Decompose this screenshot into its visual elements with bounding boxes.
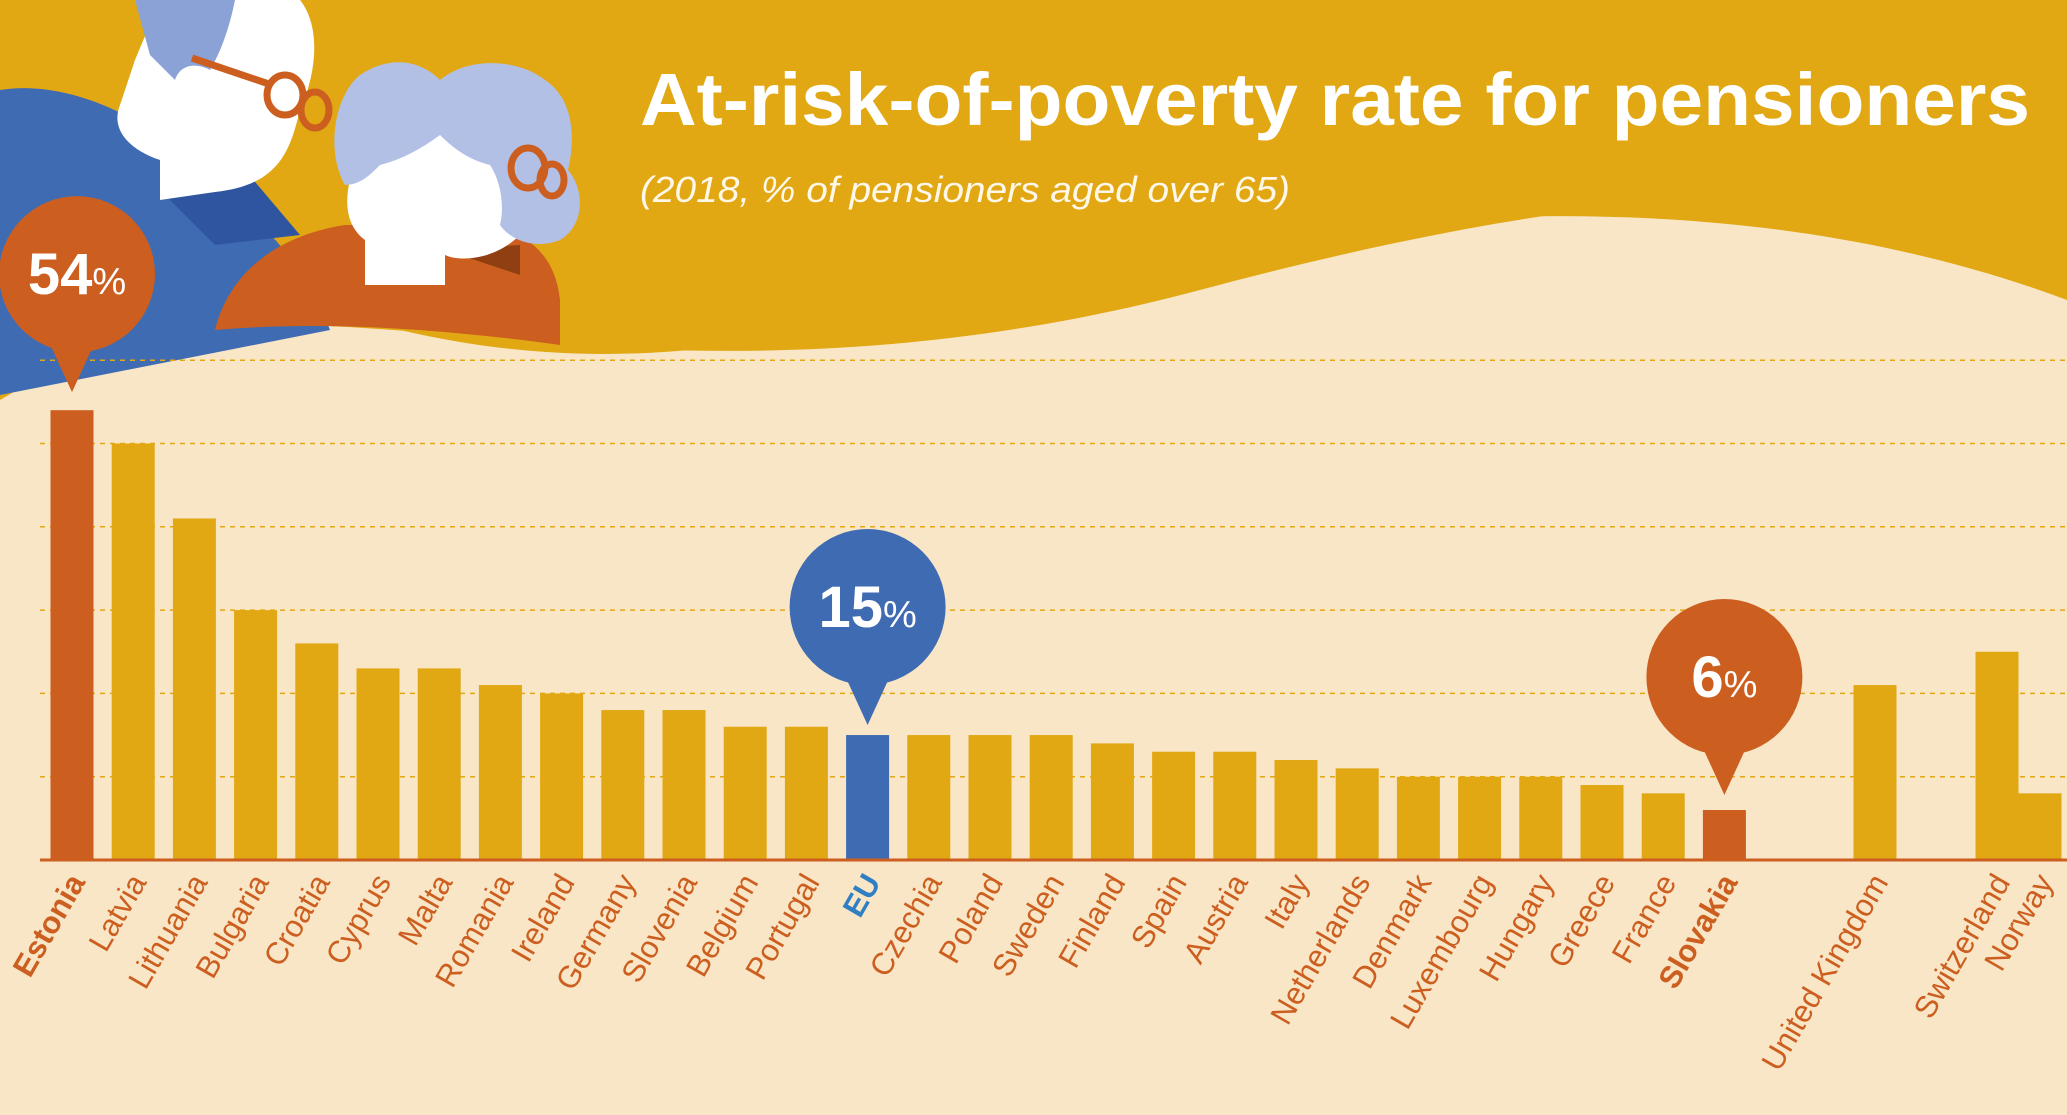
bar-spain <box>1152 751 1196 860</box>
woman-glasses-icon <box>507 144 568 200</box>
bar-estonia <box>50 410 94 860</box>
bar-latvia <box>111 443 155 860</box>
callout-value: 54% <box>28 242 126 307</box>
callout-pointer <box>845 677 890 726</box>
bar-finland <box>1090 743 1134 860</box>
bar-norway <box>2018 793 2062 860</box>
bar-eu <box>846 735 890 860</box>
callout-circle <box>0 196 155 353</box>
callouts: 54% 15% 6% <box>0 196 1803 796</box>
bar-croatia <box>295 643 339 860</box>
bar-romania <box>478 685 522 860</box>
bar-luxembourg <box>1458 776 1502 860</box>
bar-belgium <box>723 726 767 860</box>
callout-eu: 15% <box>789 529 946 726</box>
callout-value: 6% <box>1691 645 1757 710</box>
bar-czechia <box>907 735 951 860</box>
bar-germany <box>601 710 645 860</box>
callout-circle <box>789 529 946 686</box>
bar-hungary <box>1519 776 1563 860</box>
callout-circle <box>1646 599 1803 756</box>
label-estonia: Estonia <box>6 867 93 982</box>
bar-united-kingdom <box>1853 685 1897 860</box>
callout-estonia: 54% <box>0 196 155 393</box>
category-labels: EstoniaLatviaLithuaniaBulgariaCroatiaCyp… <box>6 867 2061 1076</box>
man-glasses-icon <box>190 54 333 132</box>
bar-bulgaria <box>234 610 278 860</box>
bar-greece <box>1580 785 1624 860</box>
bar-slovenia <box>662 710 706 860</box>
bar-cyprus <box>356 668 400 860</box>
bar-italy <box>1274 760 1318 860</box>
callout-pointer <box>50 344 94 393</box>
bars <box>50 410 2062 860</box>
callout-slovakia: 6% <box>1646 599 1803 796</box>
man-hair <box>135 0 235 80</box>
bar-france <box>1641 793 1685 860</box>
bar-denmark <box>1396 776 1440 860</box>
bar-switzerland <box>1975 651 2019 860</box>
label-italy: Italy <box>1257 868 1316 935</box>
two-pensioners-illustration <box>0 0 580 396</box>
bar-poland <box>968 735 1012 860</box>
chart-title: At-risk-of-poverty rate for pensioners <box>640 58 2030 141</box>
bar-sweden <box>1029 735 1073 860</box>
label-eu: EU <box>836 868 888 923</box>
bar-malta <box>417 668 461 860</box>
callout-value: 15% <box>818 575 916 640</box>
callout-pointer <box>1702 747 1747 796</box>
bar-portugal <box>784 726 828 860</box>
bar-netherlands <box>1335 768 1379 860</box>
bar-austria <box>1213 751 1257 860</box>
bar-lithuania <box>172 518 216 860</box>
chart-subtitle: (2018, % of pensioners aged over 65) <box>640 169 1290 210</box>
bar-ireland <box>540 693 584 860</box>
label-united-kingdom: United Kingdom <box>1754 868 1895 1077</box>
bar-slovakia <box>1702 810 1746 860</box>
woman-hair <box>334 62 580 245</box>
